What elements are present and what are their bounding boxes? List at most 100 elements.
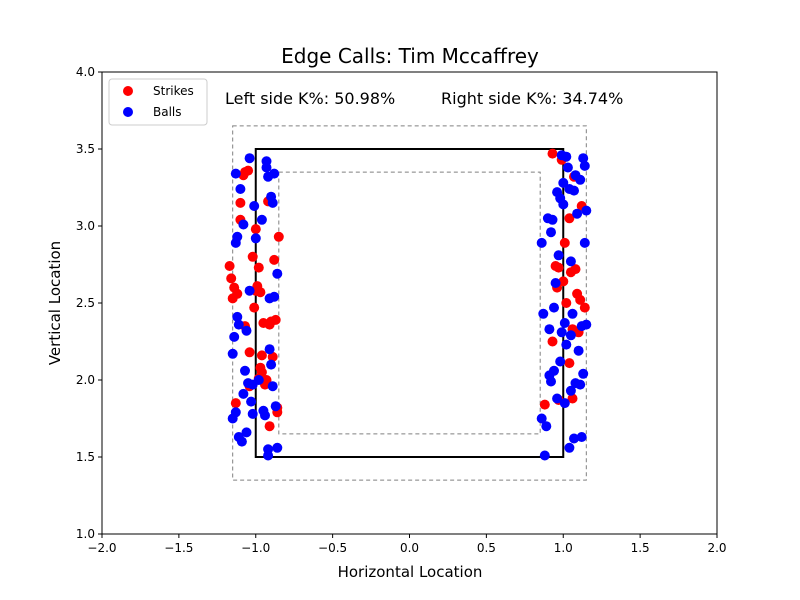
ball-point bbox=[266, 359, 277, 370]
ball-point bbox=[578, 368, 589, 379]
right-side-k-annotation: Right side K%: 34.74% bbox=[441, 89, 623, 108]
y-tick-label: 4.0 bbox=[76, 65, 95, 79]
ball-point bbox=[553, 250, 564, 261]
ball-point bbox=[241, 325, 252, 336]
ball-point bbox=[246, 396, 257, 407]
ball-point bbox=[536, 413, 547, 424]
ball-point bbox=[567, 308, 578, 319]
strike-point bbox=[547, 148, 558, 159]
strike-point bbox=[264, 421, 275, 432]
y-tick-label: 1.0 bbox=[76, 527, 95, 541]
ball-point bbox=[541, 421, 552, 432]
strike-point bbox=[226, 273, 237, 284]
ball-point bbox=[562, 162, 573, 173]
ball-point bbox=[544, 324, 555, 335]
ball-point bbox=[558, 177, 569, 188]
ball-point bbox=[229, 331, 240, 342]
ball-point bbox=[536, 237, 547, 248]
strike-point bbox=[539, 399, 550, 410]
ball-point bbox=[576, 432, 587, 442]
y-tick-label: 1.5 bbox=[76, 450, 95, 464]
x-tick-label: 0.0 bbox=[400, 541, 419, 555]
ball-point bbox=[561, 151, 572, 162]
ball-point bbox=[572, 208, 583, 219]
x-tick-label: 1.0 bbox=[554, 541, 573, 555]
ball-point bbox=[556, 327, 567, 338]
ball-point bbox=[559, 318, 570, 328]
strike-point bbox=[256, 350, 267, 361]
legend-marker-balls bbox=[123, 107, 133, 117]
x-tick-label: 2.0 bbox=[707, 541, 726, 555]
ball-point bbox=[564, 442, 575, 453]
ball-point bbox=[538, 308, 549, 319]
ball-point bbox=[250, 233, 261, 244]
legend-label-strikes: Strikes bbox=[153, 84, 194, 98]
ball-point bbox=[555, 356, 566, 367]
ball-point bbox=[227, 348, 238, 359]
ball-point bbox=[549, 365, 559, 376]
ball-point bbox=[565, 385, 576, 396]
ball-point bbox=[555, 193, 566, 204]
strike-point bbox=[267, 351, 278, 362]
strike-point bbox=[273, 231, 284, 242]
ball-point bbox=[569, 433, 579, 444]
strike-point bbox=[243, 165, 254, 176]
strike-point bbox=[230, 398, 241, 409]
strike-point bbox=[250, 224, 261, 235]
ball-point bbox=[249, 201, 260, 211]
strike-point bbox=[558, 276, 569, 287]
legend-label-balls: Balls bbox=[153, 105, 182, 119]
ball-point bbox=[573, 345, 584, 356]
axes-ticks: −2.0 −1.5 −1.0 −0.5 0.0 0.5 1.0 1.5 2.0 1.0 1.5 2.0… bbox=[76, 65, 727, 555]
ball-point bbox=[565, 330, 576, 341]
ball-point bbox=[235, 184, 246, 194]
ball-point bbox=[546, 376, 556, 387]
ball-point bbox=[549, 302, 559, 313]
ball-point bbox=[233, 319, 244, 330]
strike-point bbox=[269, 254, 280, 265]
ball-point bbox=[581, 205, 592, 216]
legend-box bbox=[108, 78, 208, 126]
strike-point bbox=[559, 237, 570, 248]
ball-point bbox=[267, 381, 278, 392]
strike-point bbox=[579, 302, 590, 313]
ball-point bbox=[244, 285, 255, 296]
strike-point bbox=[564, 358, 575, 369]
ball-point bbox=[236, 436, 247, 447]
strike-point bbox=[249, 302, 260, 313]
strike-point bbox=[553, 262, 564, 273]
strike-point bbox=[235, 197, 246, 208]
ball-point bbox=[247, 408, 258, 419]
ball-point bbox=[272, 268, 283, 279]
ball-point bbox=[565, 256, 576, 267]
strike-point bbox=[253, 262, 264, 273]
y-tick-label: 2.0 bbox=[76, 373, 95, 387]
ball-point bbox=[575, 174, 586, 185]
y-tick-label: 3.0 bbox=[76, 219, 95, 233]
left-side-k-annotation: Left side K%: 50.98% bbox=[225, 89, 395, 108]
ball-point bbox=[264, 344, 275, 355]
strike-point bbox=[570, 264, 581, 275]
ball-point bbox=[547, 214, 558, 225]
strike-point bbox=[561, 298, 572, 308]
strike-point bbox=[564, 213, 575, 224]
strike-point bbox=[567, 393, 578, 404]
strike-point bbox=[224, 261, 235, 271]
x-tick-label: −1.0 bbox=[241, 541, 270, 555]
ball-point bbox=[260, 410, 270, 421]
ball-point bbox=[269, 168, 280, 179]
strike-point bbox=[255, 362, 266, 373]
strike-point bbox=[270, 314, 281, 325]
legend: Strikes Balls bbox=[108, 78, 208, 126]
x-tick-label: −1.5 bbox=[164, 541, 193, 555]
ball-point bbox=[270, 401, 281, 412]
ball-point bbox=[241, 427, 252, 438]
ball-point bbox=[539, 450, 550, 461]
ball-point bbox=[546, 227, 556, 238]
ball-point bbox=[267, 197, 278, 208]
y-axis-label: Vertical Location bbox=[46, 241, 64, 365]
ball-point bbox=[550, 278, 561, 288]
ball-point bbox=[253, 375, 264, 385]
strike-point bbox=[247, 251, 258, 262]
